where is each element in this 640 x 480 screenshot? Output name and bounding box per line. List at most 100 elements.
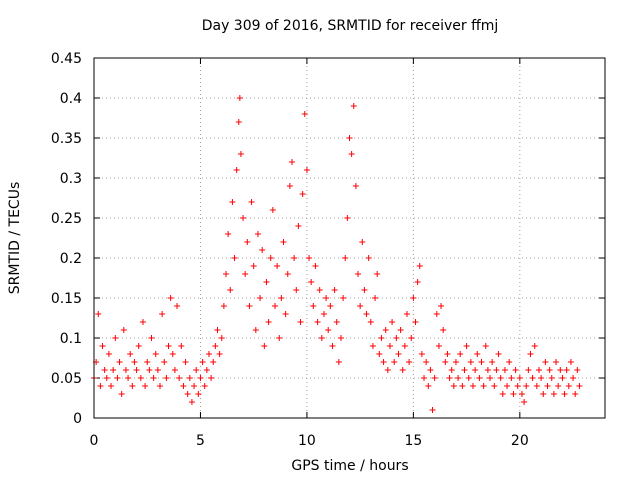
y-axis-label: SRMTID / TECUs <box>7 182 23 295</box>
data-point <box>244 239 251 245</box>
data-point <box>291 255 298 261</box>
data-point <box>459 383 466 389</box>
data-point <box>493 367 500 373</box>
data-point <box>265 319 272 325</box>
data-point <box>308 279 315 285</box>
data-point <box>455 375 462 381</box>
data-point <box>361 287 368 293</box>
data-point <box>467 359 474 365</box>
data-point <box>229 199 236 205</box>
data-point <box>369 343 376 349</box>
data-point <box>186 375 193 381</box>
data-point <box>489 359 496 365</box>
data-point <box>127 351 134 357</box>
data-point <box>148 335 155 341</box>
data-point <box>538 375 545 381</box>
data-point <box>567 359 574 365</box>
data-point <box>242 271 249 277</box>
data-point <box>548 375 555 381</box>
data-point <box>367 319 374 325</box>
data-point <box>318 335 325 341</box>
data-point <box>550 391 557 397</box>
data-point <box>487 375 494 381</box>
data-point <box>269 207 276 213</box>
data-point <box>250 263 257 269</box>
data-point <box>120 327 127 333</box>
data-point <box>412 319 419 325</box>
data-point <box>208 375 215 381</box>
data-point <box>171 367 178 373</box>
data-point <box>327 303 334 309</box>
data-point <box>495 351 502 357</box>
y-tick-label: 0.3 <box>60 171 82 187</box>
data-point <box>105 351 112 357</box>
data-point <box>463 343 470 349</box>
data-point <box>152 351 159 357</box>
data-point <box>108 383 115 389</box>
data-point <box>236 95 243 101</box>
data-point <box>231 255 238 261</box>
data-point <box>521 399 528 405</box>
data-point <box>274 263 281 269</box>
data-point <box>284 271 291 277</box>
data-point <box>299 191 306 197</box>
data-point <box>527 351 534 357</box>
x-tick-label: 20 <box>511 433 529 449</box>
data-point <box>497 375 504 381</box>
data-point <box>344 215 351 221</box>
data-point <box>95 311 102 317</box>
data-point <box>386 343 393 349</box>
data-point <box>297 319 304 325</box>
data-point <box>289 159 296 165</box>
chart-title: Day 309 of 2016, SRMTID for receiver ffm… <box>202 18 499 34</box>
data-point <box>216 351 223 357</box>
data-point <box>348 151 355 157</box>
data-point <box>174 303 181 309</box>
data-point <box>461 367 468 373</box>
data-point <box>435 343 442 349</box>
data-point <box>333 319 340 325</box>
data-point <box>480 383 487 389</box>
data-point <box>553 359 560 365</box>
data-point <box>384 367 391 373</box>
data-point <box>574 367 581 373</box>
data-point <box>506 359 513 365</box>
data-point <box>165 343 172 349</box>
data-point <box>331 287 338 293</box>
data-point <box>212 343 219 349</box>
data-point <box>316 287 323 293</box>
data-point <box>233 167 240 173</box>
data-point <box>118 391 125 397</box>
data-point <box>320 311 327 317</box>
data-point <box>103 375 110 381</box>
data-point <box>444 351 451 357</box>
data-point <box>159 311 166 317</box>
data-point <box>346 135 353 141</box>
data-point <box>280 239 287 245</box>
data-point <box>372 295 379 301</box>
data-point <box>240 215 247 221</box>
data-point <box>137 375 144 381</box>
data-point <box>474 351 481 357</box>
data-point <box>125 375 132 381</box>
data-point <box>195 391 202 397</box>
grid-lines <box>94 58 605 418</box>
data-point <box>261 343 268 349</box>
data-point <box>142 383 149 389</box>
data-point <box>504 383 511 389</box>
data-point <box>205 351 212 357</box>
y-tick-label: 0.45 <box>51 51 82 67</box>
data-point <box>293 287 300 293</box>
data-point <box>523 383 530 389</box>
data-point <box>572 391 579 397</box>
data-point <box>191 383 198 389</box>
data-point <box>340 295 347 301</box>
data-point <box>182 359 189 365</box>
y-tick-label: 0.4 <box>60 91 82 107</box>
data-point <box>337 335 344 341</box>
data-point <box>193 367 200 373</box>
data-point <box>314 319 321 325</box>
data-point <box>393 335 400 341</box>
data-point <box>408 335 415 341</box>
